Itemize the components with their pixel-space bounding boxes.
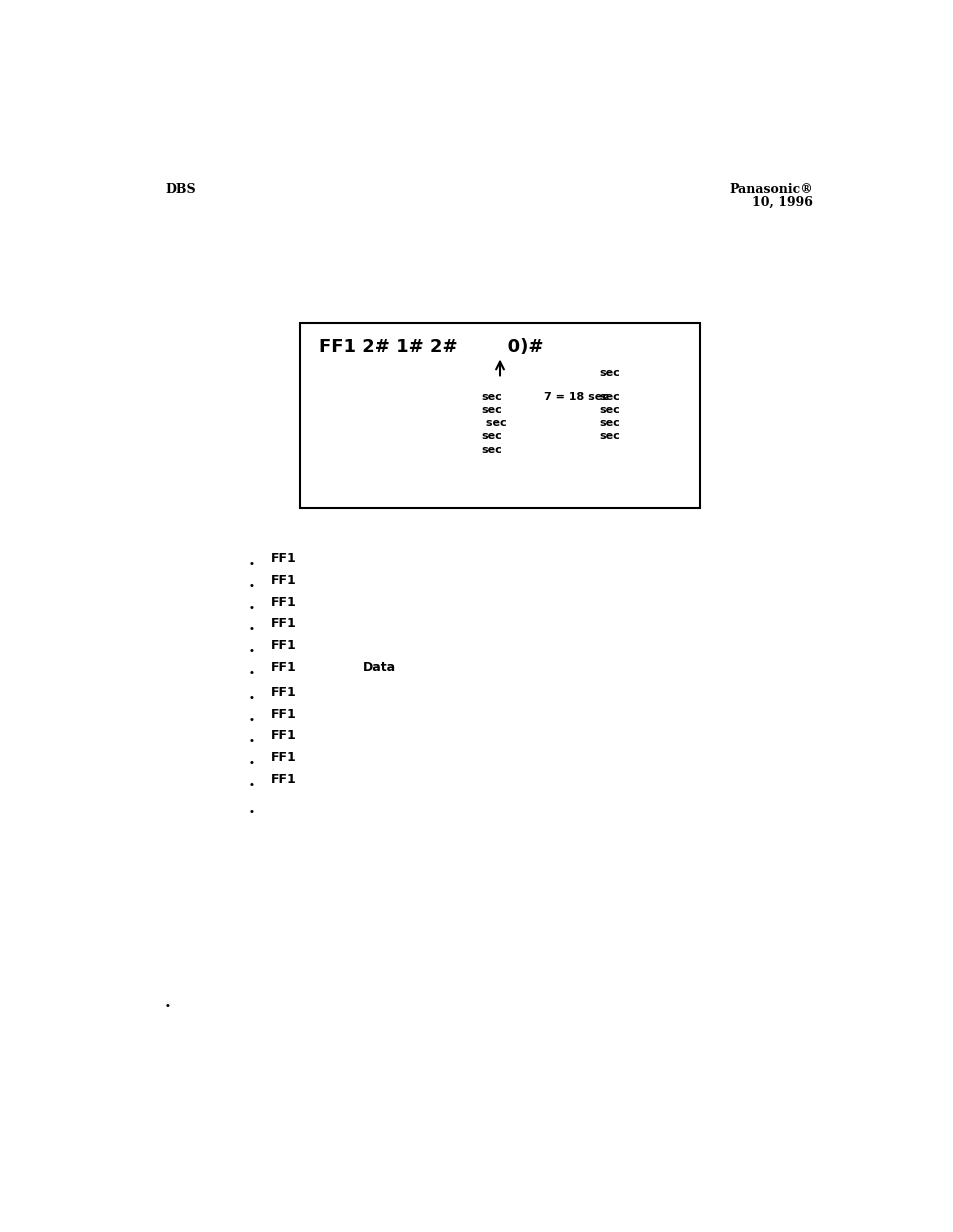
Text: sec: sec [481,405,502,415]
Text: .: . [249,552,254,569]
Text: FF1: FF1 [271,752,296,764]
Text: sec: sec [599,405,620,415]
Text: .: . [249,772,254,790]
Text: FF1: FF1 [271,729,296,743]
Text: FF1: FF1 [271,617,296,631]
Text: .: . [249,617,254,634]
Text: DBS: DBS [165,182,195,196]
Text: sec: sec [481,392,502,402]
Text: FF1: FF1 [271,552,296,565]
Text: Data: Data [363,662,395,674]
FancyBboxPatch shape [300,323,699,509]
Text: Panasonic®: Panasonic® [728,182,812,196]
Text: FF1: FF1 [271,639,296,652]
Text: 10, 1996: 10, 1996 [751,196,812,209]
Text: FF1: FF1 [271,707,296,721]
Text: FF1: FF1 [271,686,296,699]
Text: .: . [249,800,254,817]
Text: .: . [249,595,254,612]
Text: .: . [249,574,254,591]
Text: FF1: FF1 [271,574,296,586]
Text: .: . [249,639,254,657]
Text: sec: sec [599,392,620,402]
Text: .: . [249,686,254,702]
Text: FF1: FF1 [271,772,296,786]
Text: 7 = 18 sec: 7 = 18 sec [543,392,608,402]
Text: sec: sec [481,431,502,441]
Text: sec: sec [599,418,620,429]
Text: sec: sec [599,368,620,378]
Text: FF1: FF1 [271,662,296,674]
Text: .: . [249,662,254,678]
Text: FF1: FF1 [271,595,296,609]
Text: .: . [165,994,171,1011]
Text: sec: sec [481,418,506,429]
Text: FF1 2# 1# 2#        0)#: FF1 2# 1# 2# 0)# [318,338,543,356]
Text: .: . [249,707,254,724]
Text: sec: sec [481,445,502,455]
Text: .: . [249,729,254,747]
Text: sec: sec [599,431,620,441]
Text: .: . [249,752,254,769]
